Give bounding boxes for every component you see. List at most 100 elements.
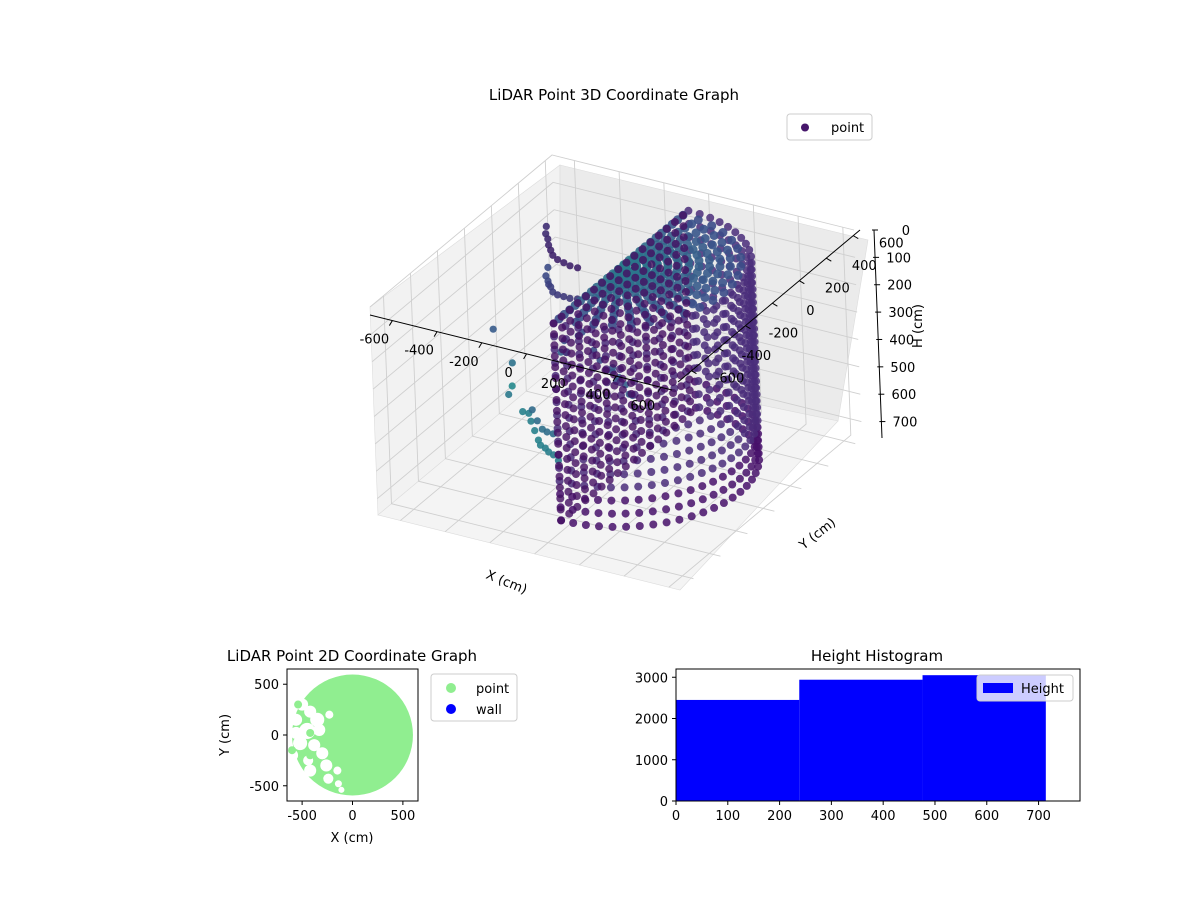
z-tick-label-3d: 400 xyxy=(889,333,914,348)
point-3d xyxy=(701,283,711,293)
point-3d xyxy=(573,299,582,308)
point-3d xyxy=(612,436,621,445)
point-3d xyxy=(633,317,641,326)
point-3d xyxy=(608,326,617,335)
point-gap xyxy=(290,726,303,740)
point-3d xyxy=(742,468,751,477)
point-3d xyxy=(710,285,720,295)
z-tick-label-3d: 600 xyxy=(891,388,916,403)
point-3d xyxy=(649,314,658,323)
point-3d xyxy=(735,298,744,306)
z-tick-label-3d: 700 xyxy=(893,416,918,431)
point-3d xyxy=(736,311,745,320)
point-3d xyxy=(717,446,726,455)
legend-2d-label-point: point xyxy=(476,682,509,697)
point-3d xyxy=(602,388,611,397)
point-3d xyxy=(694,390,703,399)
point-3d xyxy=(740,416,749,425)
point-3d xyxy=(634,495,643,504)
point-3d xyxy=(724,222,732,231)
point-3d xyxy=(712,315,721,324)
point-3d xyxy=(605,475,614,484)
point-3d xyxy=(634,482,643,491)
point-3d xyxy=(656,286,665,295)
legend-3d: point xyxy=(786,113,873,141)
point-3d xyxy=(694,377,703,385)
point-3d xyxy=(581,485,589,494)
point-3d xyxy=(685,446,694,455)
y-tick-label-3d: -600 xyxy=(715,372,745,387)
point-3d xyxy=(687,219,697,229)
y-tick-mark-3d xyxy=(691,370,697,375)
point-3d xyxy=(550,330,558,339)
point-3d xyxy=(667,334,675,343)
point-3d xyxy=(707,438,716,447)
point-3d xyxy=(742,481,751,490)
point-3d xyxy=(569,415,578,424)
point-3d xyxy=(730,343,739,352)
point-3d xyxy=(707,425,716,434)
point-3d xyxy=(561,411,570,420)
x-tick-label-3d: -200 xyxy=(449,355,479,370)
point-3d xyxy=(731,228,740,237)
point-3d xyxy=(699,508,708,517)
point-gap xyxy=(333,766,342,775)
point-3d xyxy=(588,467,597,476)
point-3d xyxy=(563,454,572,463)
z-tick-label-3d: 300 xyxy=(888,306,913,321)
point-3d xyxy=(554,256,562,264)
point-3d xyxy=(734,448,743,457)
x-tick-label-3d: -600 xyxy=(360,333,390,348)
point-3d xyxy=(718,472,727,481)
point-3d xyxy=(751,469,760,478)
point-3d xyxy=(743,357,752,366)
point-3d xyxy=(735,474,744,483)
point-3d xyxy=(687,499,696,508)
point-3d xyxy=(739,389,748,398)
y-axis-label-2d: Y (cm) xyxy=(218,714,233,757)
point-3d xyxy=(646,454,655,463)
point-3d xyxy=(635,383,644,392)
point-gap xyxy=(287,673,299,686)
point-3d xyxy=(751,383,760,392)
x-tick-label-histogram: 0 xyxy=(672,809,680,824)
y-tick-mark-3d xyxy=(826,257,832,262)
point-3d xyxy=(705,385,714,394)
y-tick-mark-3d xyxy=(799,280,805,285)
point-3d xyxy=(725,401,734,410)
point-3d xyxy=(665,290,674,299)
point-3d xyxy=(595,427,604,436)
point-3d xyxy=(616,309,624,318)
x-tick-mark-3d xyxy=(612,375,617,382)
point-3d xyxy=(749,416,758,425)
point-3d xyxy=(627,389,636,398)
point-3d xyxy=(704,346,712,355)
point-3d xyxy=(626,368,635,376)
point-3d xyxy=(643,365,652,374)
point-3d xyxy=(719,288,729,298)
point-3d xyxy=(604,432,612,441)
point-3d xyxy=(677,382,686,391)
point-3d xyxy=(676,360,685,369)
grid-line-z xyxy=(373,263,859,417)
point-3d xyxy=(596,449,605,458)
point-3d xyxy=(581,507,590,516)
point-3d xyxy=(698,242,708,252)
point-gap xyxy=(313,723,326,736)
point-3d xyxy=(621,440,629,449)
point-3d xyxy=(607,304,616,313)
point-3d xyxy=(594,509,603,518)
point-3d xyxy=(629,455,638,464)
point-3d xyxy=(558,323,567,332)
x-tick-label-3d: 600 xyxy=(630,399,655,414)
point-3d xyxy=(659,362,668,371)
x-tick-mark-3d xyxy=(478,342,483,349)
point-3d xyxy=(660,452,668,461)
point-3d xyxy=(599,322,608,331)
point-3d xyxy=(621,509,630,518)
point-3d xyxy=(560,389,569,398)
point-3d xyxy=(644,387,652,396)
point-3d xyxy=(737,350,746,359)
point-3d xyxy=(556,505,565,514)
point-3d xyxy=(693,215,703,225)
